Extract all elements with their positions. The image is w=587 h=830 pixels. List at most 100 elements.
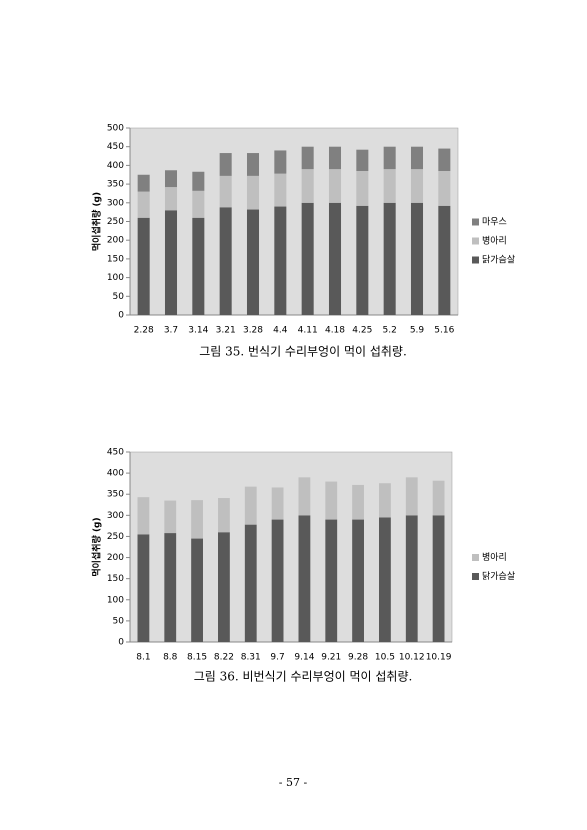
bar-segment — [379, 483, 391, 518]
x-tick-label: 3.14 — [188, 326, 208, 336]
bar-segment — [218, 532, 230, 642]
y-tick-label: 0 — [118, 638, 124, 648]
bar-segment — [218, 498, 230, 533]
bar-segment — [410, 146, 424, 170]
bar-segment — [137, 534, 150, 642]
bar-segment — [301, 202, 314, 315]
x-tick-label: 5.2 — [383, 326, 397, 336]
bar-segment — [438, 171, 451, 206]
y-tick-label: 150 — [107, 574, 124, 584]
bar-segment — [164, 533, 177, 642]
bar-segment — [219, 175, 232, 208]
bar-segment — [192, 171, 205, 191]
bar-segment — [298, 515, 311, 642]
bar-segment — [410, 202, 424, 315]
bar-segment — [271, 487, 284, 520]
legend-swatch — [472, 218, 479, 226]
y-tick-label: 300 — [107, 511, 124, 521]
legend-label: 병아리 — [482, 236, 507, 247]
bar-segment — [356, 149, 369, 172]
y-tick-label: 150 — [107, 254, 124, 264]
bar-segment — [325, 519, 338, 642]
bar-segment — [352, 519, 364, 642]
plot-area — [129, 451, 453, 643]
bar-segment — [192, 190, 205, 218]
y-tick-label: 300 — [107, 198, 124, 208]
bar-segment — [432, 480, 445, 516]
figure-caption: 그림 36. 비번식기 수리부엉이 먹이 섭취량. — [194, 670, 413, 684]
bar-segment — [383, 169, 396, 203]
y-tick-label: 350 — [107, 490, 124, 500]
bar-segment — [164, 187, 178, 211]
bar-segment — [164, 210, 178, 315]
y-tick-label: 500 — [107, 124, 124, 134]
y-tick-label: 100 — [107, 273, 124, 283]
y-tick-label: 100 — [107, 595, 124, 605]
y-tick-label: 0 — [118, 311, 124, 321]
bar-segment — [328, 146, 342, 170]
figure-caption: 그림 35. 번식기 수리부엉이 먹이 섭취량. — [199, 345, 407, 359]
plot-area — [129, 127, 459, 316]
x-tick-label: 3.7 — [164, 326, 178, 336]
y-tick-label: 450 — [107, 448, 124, 458]
bar-segment — [301, 146, 314, 170]
bar-segment — [191, 500, 203, 539]
x-tick-label: 9.21 — [321, 653, 341, 663]
bar-segment — [246, 175, 260, 210]
y-tick-label: 200 — [107, 553, 124, 563]
y-axis-label: 먹이섭취량 (g) — [91, 517, 103, 576]
bar-segment — [219, 207, 232, 315]
y-tick-label: 250 — [107, 217, 124, 227]
legend-label: 닭가슴살 — [482, 254, 515, 266]
x-tick-label: 4.4 — [273, 326, 288, 336]
y-tick-label: 400 — [107, 161, 124, 171]
legend-label: 병아리 — [482, 552, 507, 563]
legend-swatch — [472, 554, 479, 561]
bar-segment — [164, 500, 177, 534]
bar-segment — [301, 169, 314, 203]
y-tick-label: 450 — [107, 142, 124, 152]
bar-segment — [274, 173, 287, 207]
x-tick-label: 4.25 — [352, 326, 372, 336]
bar-segment — [137, 217, 150, 315]
legend-swatch — [472, 573, 479, 580]
x-tick-label: 5.16 — [434, 326, 454, 336]
x-tick-label: 8.1 — [136, 653, 150, 663]
bar-segment — [383, 146, 396, 170]
bar-segment — [356, 171, 369, 206]
x-tick-label: 10.19 — [426, 653, 452, 663]
y-tick-label: 50 — [113, 292, 125, 302]
bar-segment — [432, 515, 445, 642]
bar-segment — [271, 519, 284, 642]
y-tick-label: 250 — [107, 532, 124, 542]
y-tick-label: 400 — [107, 469, 124, 479]
bar-segment — [405, 515, 418, 642]
bar-segment — [192, 217, 205, 315]
x-tick-label: 2.28 — [134, 326, 154, 336]
x-tick-label: 9.28 — [348, 653, 368, 663]
x-tick-label: 4.11 — [298, 326, 318, 336]
bar-segment — [352, 484, 364, 520]
x-tick-label: 9.7 — [270, 653, 284, 663]
x-tick-label: 5.9 — [410, 326, 425, 336]
legend-swatch — [472, 237, 479, 245]
bar-segment — [298, 477, 311, 516]
bar-segment — [246, 153, 260, 176]
bar-segment — [137, 497, 150, 535]
x-tick-label: 8.15 — [187, 653, 207, 663]
x-tick-label: 10.5 — [375, 653, 395, 663]
x-tick-label: 10.12 — [399, 653, 425, 663]
bar-segment — [164, 170, 178, 188]
bar-segment — [137, 174, 150, 192]
bar-segment — [383, 202, 396, 315]
y-tick-label: 350 — [107, 180, 124, 190]
x-tick-label: 3.21 — [216, 326, 236, 336]
bar-segment — [438, 205, 451, 315]
bar-segment — [325, 481, 338, 520]
bar-segment — [410, 169, 424, 203]
bar-segment — [274, 206, 287, 315]
bar-segment — [137, 191, 150, 218]
x-tick-label: 4.18 — [325, 326, 345, 336]
legend-swatch — [472, 256, 479, 264]
